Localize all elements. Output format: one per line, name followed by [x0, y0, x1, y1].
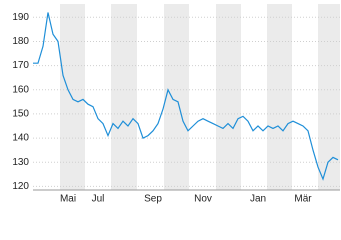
month-band	[111, 4, 137, 190]
month-band	[164, 4, 189, 190]
price-line	[33, 12, 339, 181]
chart: 120 130 140 150 160 170 180 190 Mai Jul Sep Nov Jan M…	[12, 4, 340, 205]
y-tick-label: 160	[12, 84, 29, 95]
x-tick-label: Jan	[250, 194, 266, 205]
x-tick-label: Nov	[194, 194, 212, 205]
month-band	[267, 4, 292, 190]
x-tick-label: Mär	[294, 194, 312, 205]
y-tick-label: 190	[12, 12, 29, 23]
y-tick-label: 150	[12, 109, 29, 120]
month-band	[60, 4, 85, 190]
y-tick-label: 170	[12, 60, 29, 71]
month-band	[216, 4, 241, 190]
x-tick-label: Mai	[60, 194, 76, 205]
y-tick-label: 120	[12, 181, 29, 192]
y-tick-label: 180	[12, 36, 29, 47]
y-tick-label: 140	[12, 133, 29, 144]
month-band	[318, 4, 340, 190]
x-tick-label: Sep	[144, 194, 162, 205]
page: {"chart_data": {"type": "line", "categor…	[12, 4, 340, 205]
y-tick-label: 130	[12, 157, 29, 168]
x-tick-label: Jul	[92, 194, 105, 205]
